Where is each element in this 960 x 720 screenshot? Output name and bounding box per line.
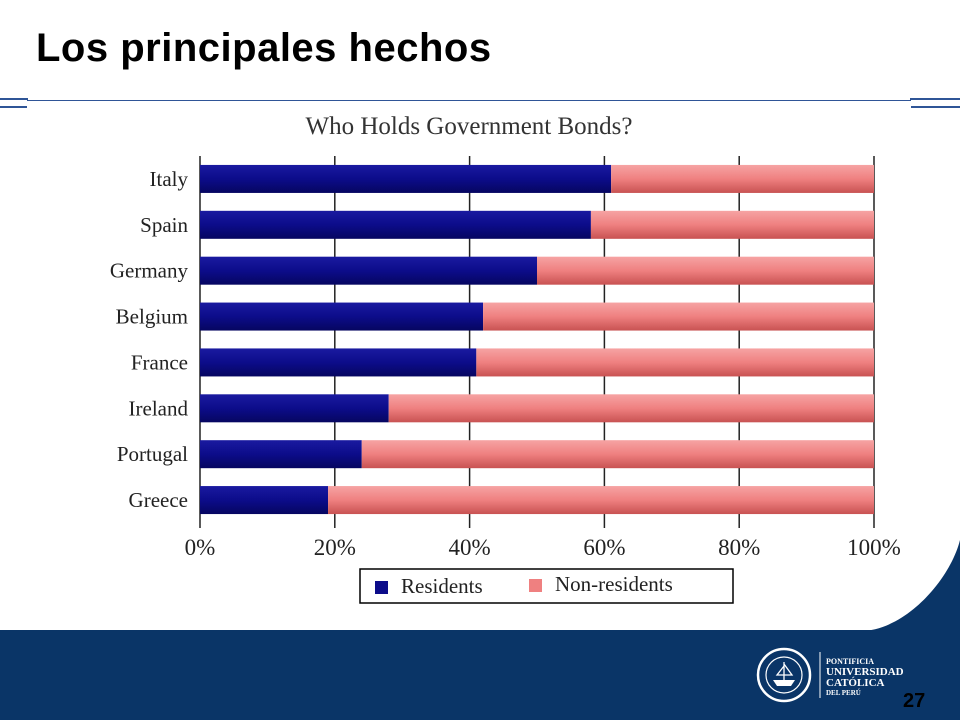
category-label: Germany: [110, 259, 189, 283]
bar-non-residents: [590, 210, 874, 239]
bar-residents: [200, 256, 537, 285]
university-logo: PONTIFICIA UNIVERSIDAD CATÓLICA DEL PERÚ: [754, 644, 924, 711]
x-tick-label: 40%: [449, 535, 491, 560]
category-label: Portugal: [117, 442, 188, 466]
legend-label-non-residents: Non-residents: [555, 572, 673, 596]
bar-non-residents: [611, 164, 874, 193]
footer-band: [0, 630, 960, 720]
bar-residents: [200, 164, 612, 193]
title-rule-left: [0, 98, 28, 108]
bar-non-residents: [537, 256, 874, 285]
title-rule-right: [910, 98, 960, 108]
x-tick-label: 100%: [847, 535, 901, 560]
legend-swatch-residents: [375, 581, 388, 594]
category-label: Belgium: [116, 305, 188, 329]
institution-line-4: DEL PERÚ: [826, 689, 861, 697]
chart-bars: [200, 164, 874, 515]
bar-non-residents: [361, 440, 874, 469]
category-label: Greece: [129, 488, 188, 512]
legend-label-residents: Residents: [401, 574, 483, 598]
chart-legend: Residents Non-residents: [359, 568, 734, 604]
category-label: France: [131, 350, 188, 374]
institution-line-3: CATÓLICA: [826, 677, 885, 689]
category-label: Italy: [150, 167, 189, 191]
bar-residents: [200, 394, 389, 423]
university-seal-icon: PONTIFICIA UNIVERSIDAD CATÓLICA DEL PERÚ: [756, 647, 904, 703]
x-tick-label: 80%: [718, 535, 760, 560]
chart-panel: Who Holds Government Bonds? Italy Spain Ge…: [27, 100, 911, 616]
institution-line-1: PONTIFICIA: [826, 657, 874, 666]
bar-residents: [200, 486, 329, 515]
bar-non-residents: [476, 348, 874, 377]
page-number: 27: [903, 690, 926, 712]
slide-title: Los principales hechos: [36, 26, 492, 70]
bar-residents: [200, 302, 484, 331]
category-label: Spain: [140, 213, 188, 237]
bar-non-residents: [328, 486, 874, 515]
x-tick-label: 20%: [314, 535, 356, 560]
bar-residents: [200, 210, 591, 239]
chart-category-labels: Italy Spain Germany Belgium France Ireland Por…: [110, 167, 189, 512]
bar-non-residents: [388, 394, 874, 423]
institution-line-2: UNIVERSIDAD: [826, 666, 904, 678]
category-label: Ireland: [129, 396, 189, 420]
chart-x-tick-labels: 0% 20% 40% 60% 80% 100%: [185, 535, 901, 560]
bar-residents: [200, 348, 477, 377]
bar-non-residents: [483, 302, 874, 331]
x-tick-label: 0%: [185, 535, 216, 560]
bar-residents: [200, 440, 362, 469]
chart-title: Who Holds Government Bonds?: [305, 113, 632, 140]
legend-swatch-non-residents: [529, 579, 542, 592]
footer-curve: [860, 540, 960, 640]
bond-holders-chart: Who Holds Government Bonds? Italy Spain Ge…: [110, 113, 901, 604]
legend-box: [359, 568, 734, 604]
x-tick-label: 60%: [583, 535, 625, 560]
